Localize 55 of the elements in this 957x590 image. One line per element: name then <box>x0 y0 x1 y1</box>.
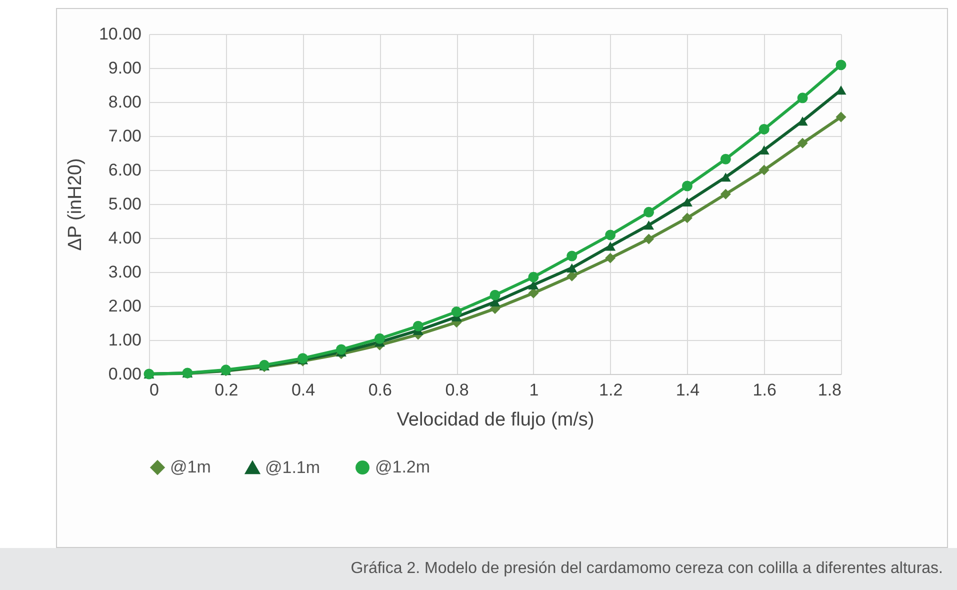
x-tick-label: 0.8 <box>445 380 469 400</box>
point <box>644 220 654 230</box>
legend-label: @1m <box>170 458 211 477</box>
point <box>336 344 346 355</box>
x-tick-label: 0.6 <box>368 380 392 400</box>
point <box>605 252 616 264</box>
point <box>374 333 385 344</box>
text: Gráfica 2. Modelo de presión del cardamomo cereza con colilla a diferentes alturas. <box>350 560 943 577</box>
point <box>797 92 808 104</box>
y-axis-title: ΔP (inH20) <box>64 158 86 251</box>
y-tick-label: 8.00 <box>108 92 142 112</box>
x-tick-label: 1.8 <box>818 380 842 400</box>
point <box>720 154 731 164</box>
x-tick-label: 0 <box>150 380 159 400</box>
point <box>720 188 731 200</box>
point <box>490 290 500 300</box>
y-tick-label: 2.00 <box>108 296 142 316</box>
x-tick-label: 0.4 <box>291 380 316 400</box>
legend-label: @1.1m <box>265 458 320 477</box>
y-tick-label: 5.00 <box>108 194 142 214</box>
point <box>720 172 731 182</box>
point <box>605 242 616 251</box>
x-tick-label: 1.2 <box>599 380 623 400</box>
x-tick-label: 1.6 <box>752 380 776 400</box>
point <box>605 230 616 240</box>
y-tick-label: 9.00 <box>108 58 142 78</box>
x-axis-title: Velocidad de flujo (m/s) <box>396 410 594 430</box>
point <box>758 164 770 176</box>
point <box>644 234 654 244</box>
y-tick-label: 1.00 <box>108 330 142 350</box>
x-tick-label: 1 <box>529 380 539 400</box>
point <box>528 272 539 282</box>
legend-label: @1.2m <box>375 458 430 477</box>
point <box>644 206 654 218</box>
x-tick-label: 0.2 <box>214 380 238 400</box>
y-tick-label: 3.00 <box>108 262 142 282</box>
point <box>797 138 808 148</box>
point <box>412 320 424 332</box>
point <box>566 263 578 272</box>
y-tick-label: 4.00 <box>108 228 142 248</box>
point <box>758 145 770 154</box>
x-tick-label: 1.4 <box>676 380 700 400</box>
point <box>758 124 770 134</box>
point <box>797 116 808 126</box>
y-tick-label: 10.00 <box>98 24 142 44</box>
point <box>682 212 692 224</box>
y-tick-label: 7.00 <box>108 126 142 146</box>
point <box>682 197 692 206</box>
point <box>566 250 578 262</box>
y-tick-label: 6.00 <box>108 160 142 180</box>
point <box>836 112 846 122</box>
point <box>451 306 462 318</box>
y-tick-label: 0.00 <box>108 364 142 384</box>
point <box>836 60 846 70</box>
point <box>682 180 692 192</box>
